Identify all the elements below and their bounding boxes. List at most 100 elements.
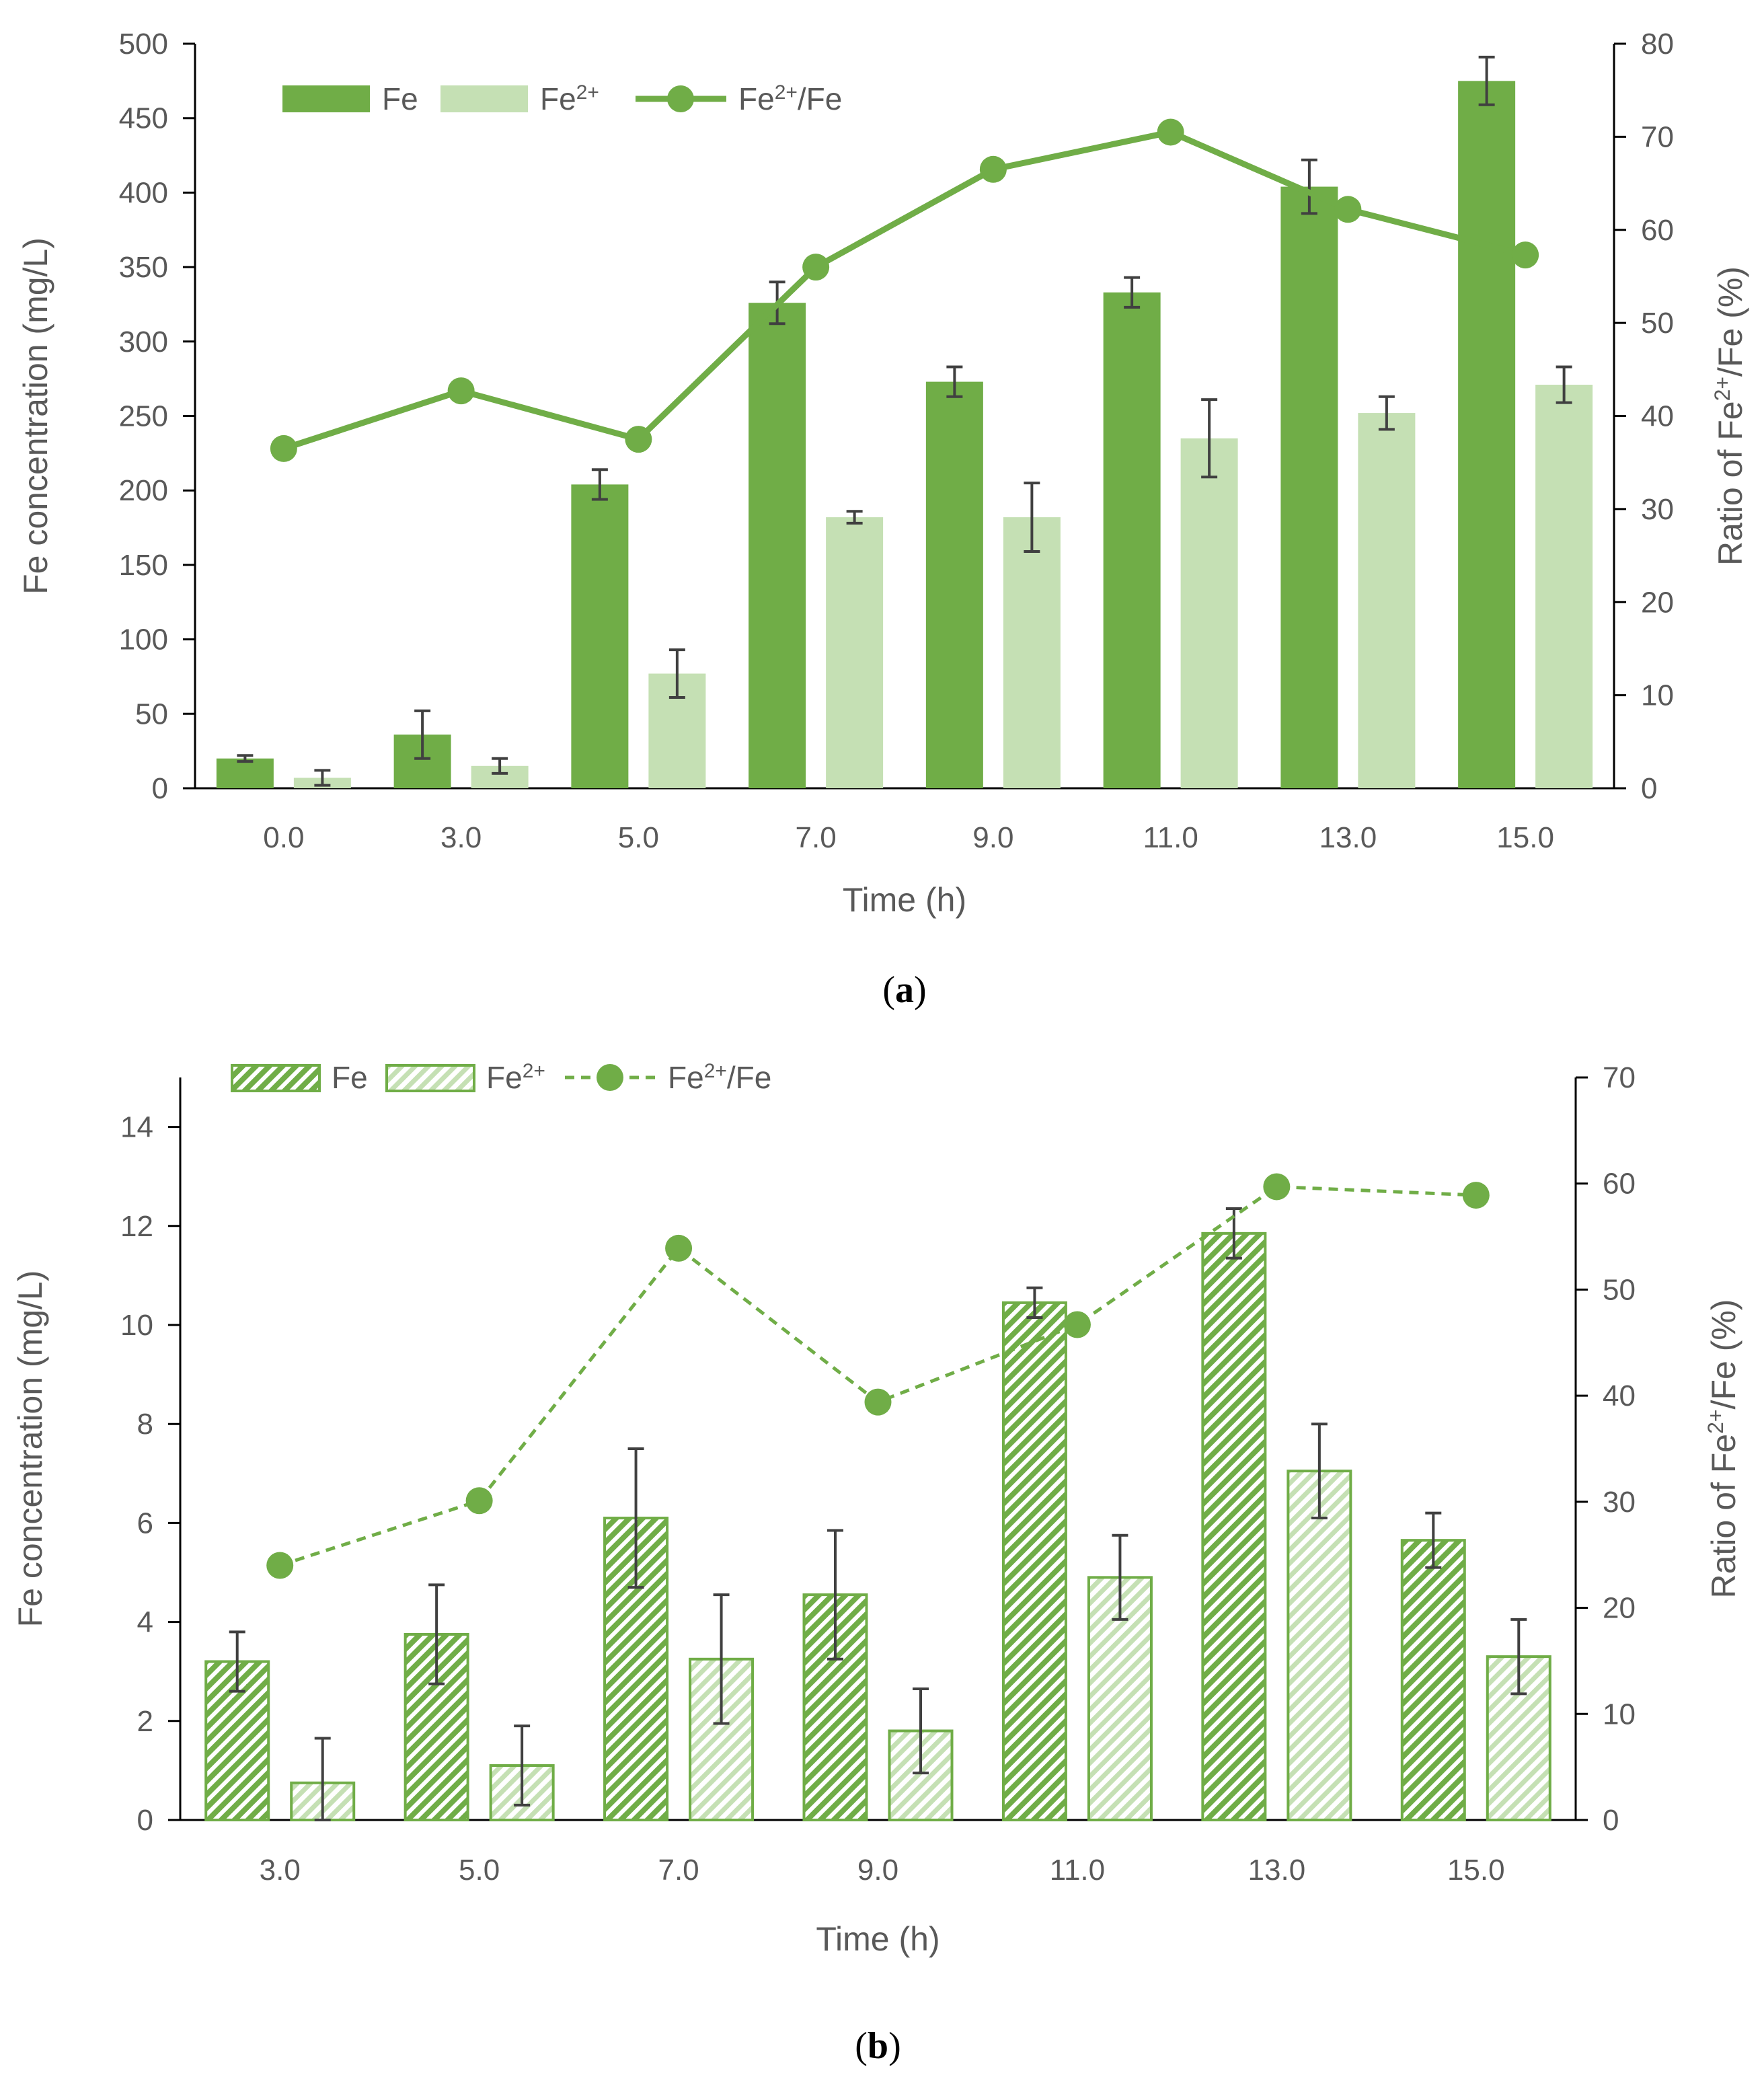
y-tick-label: 250 (119, 400, 168, 433)
bar-fe2 (1180, 438, 1238, 788)
bar-fe (1103, 292, 1161, 788)
y2-tick-label: 80 (1641, 28, 1674, 61)
x-tick-label: 5.0 (459, 1854, 500, 1887)
ratio-point (266, 1552, 294, 1579)
legend-label-fe: Fe (332, 1060, 368, 1095)
x-tick-label: 11.0 (1050, 1854, 1105, 1887)
x-tick-label: 15.0 (1496, 821, 1554, 854)
ratio-point (270, 434, 297, 462)
y2-tick-label: 70 (1603, 1061, 1636, 1094)
y-tick-label: 350 (119, 251, 168, 284)
y2-tick-label: 0 (1603, 1804, 1619, 1837)
legend-marker-ratio (667, 85, 694, 112)
y2-title-part: Ratio of Fe (1712, 401, 1749, 566)
y-tick-label: 200 (119, 474, 168, 507)
y2-tick-label: 10 (1603, 1698, 1636, 1731)
caption-paren: ) (888, 2025, 901, 2067)
bar-fe (925, 381, 983, 788)
chart-panel-b: 0 2 4 6 8 10 12 14 0 10 20 30 40 50 60 70 3.0 5.0 7.0 9.0 11… (11, 1060, 1742, 2067)
bar-fe2 (1003, 517, 1061, 788)
x-tick-label: 7.0 (658, 1854, 699, 1887)
legend-text-part: Fe (486, 1060, 523, 1095)
panel-caption: (b) (855, 2025, 900, 2067)
y2-axis-title: Ratio of Fe2+/Fe (%) (1710, 266, 1749, 566)
y2-tick-label: 50 (1603, 1273, 1636, 1306)
legend-label-fe2: Fe2+ (540, 81, 599, 117)
legend-swatch-fe (231, 1064, 321, 1092)
ratio-point (802, 254, 830, 281)
y2-tick-label: 40 (1603, 1379, 1636, 1412)
bar-fe2 (1535, 385, 1593, 788)
ratio-line (282, 128, 1527, 452)
caption-paren: ( (882, 969, 895, 1011)
legend-sup: 2+ (775, 81, 798, 104)
x-tick-label: 15.0 (1447, 1854, 1505, 1887)
y2-title-part: /Fe (%) (1705, 1299, 1742, 1410)
y-tick-label: 150 (119, 549, 168, 582)
y2-axis-title: Ratio of Fe2+/Fe (%) (1703, 1299, 1742, 1599)
ratio-point (465, 1487, 493, 1515)
legend-label-fe: Fe (382, 81, 418, 116)
bar-fe (749, 303, 806, 789)
legend-marker-ratio (597, 1064, 623, 1091)
ratio-point (1512, 241, 1539, 269)
y2-tick-label: 20 (1603, 1592, 1636, 1625)
legend-text-part: /Fe (798, 81, 842, 116)
y2-tick-label: 60 (1603, 1168, 1636, 1201)
legend: Fe Fe2+ Fe2+/Fe (282, 81, 842, 117)
bar-fe (1458, 81, 1516, 789)
x-tick-label: 0.0 (263, 821, 304, 854)
y-tick-label: 6 (137, 1507, 153, 1540)
x-tick-label: 3.0 (260, 1854, 301, 1887)
y2-title-sup: 2+ (1703, 1409, 1728, 1433)
x-axis-title: Time (h) (843, 881, 966, 919)
y-tick-label: 4 (137, 1606, 153, 1639)
y-tick-label: 8 (137, 1408, 153, 1441)
x-tick-label: 9.0 (972, 821, 1013, 854)
bar-fe (1201, 1231, 1267, 1821)
y-tick-label: 14 (120, 1111, 153, 1144)
y-tick-label: 300 (119, 326, 168, 358)
panel-caption: (a) (882, 969, 926, 1011)
ratio-point (864, 1388, 892, 1416)
y2-tick-label: 30 (1603, 1486, 1636, 1519)
legend-swatch-fe2 (385, 1064, 475, 1092)
legend: Fe Fe2+ Fe2+/Fe (231, 1060, 771, 1096)
y-axis-title: Fe concentration (mg/L) (17, 237, 54, 595)
ratio-point (1462, 1182, 1490, 1209)
ratio-point (1334, 196, 1362, 223)
y-tick-label: 12 (120, 1210, 153, 1243)
y2-tick-label: 40 (1641, 400, 1674, 433)
caption-letter: a (895, 969, 914, 1011)
x-tick-label: 13.0 (1319, 821, 1377, 854)
legend-swatch-fe2 (440, 85, 528, 112)
y2-title-part: Ratio of Fe (1705, 1434, 1742, 1599)
y-tick-label: 400 (119, 176, 168, 209)
legend-text-part: /Fe (727, 1060, 771, 1095)
ratio-point (665, 1234, 693, 1262)
x-tick-label: 3.0 (440, 821, 482, 854)
y2-tick-label: 60 (1641, 214, 1674, 247)
legend-text-part: Fe (738, 81, 775, 116)
y-tick-label: 10 (120, 1309, 153, 1342)
ratio-point (1263, 1173, 1291, 1201)
legend-label-ratio: Fe2+/Fe (668, 1060, 771, 1096)
bar-fe (216, 758, 274, 788)
legend-label-ratio: Fe2+/Fe (738, 81, 842, 117)
caption-paren: ( (855, 2025, 868, 2067)
caption-paren: ) (914, 969, 927, 1011)
y2-tick-label: 70 (1641, 120, 1674, 153)
y-tick-label: 450 (119, 102, 168, 135)
y-tick-label: 100 (119, 623, 168, 656)
bar-fe2 (1358, 413, 1416, 788)
y-tick-label: 0 (152, 772, 168, 805)
y-tick-label: 500 (119, 28, 168, 61)
y2-title-part: /Fe (%) (1712, 266, 1749, 377)
y2-tick-label: 20 (1641, 586, 1674, 619)
bar-fe2 (1287, 1470, 1352, 1822)
y2-title-sup: 2+ (1710, 377, 1734, 401)
legend-label-fe2: Fe2+ (486, 1060, 545, 1096)
caption-letter: b (868, 2025, 888, 2067)
x-tick-label: 13.0 (1248, 1854, 1306, 1887)
